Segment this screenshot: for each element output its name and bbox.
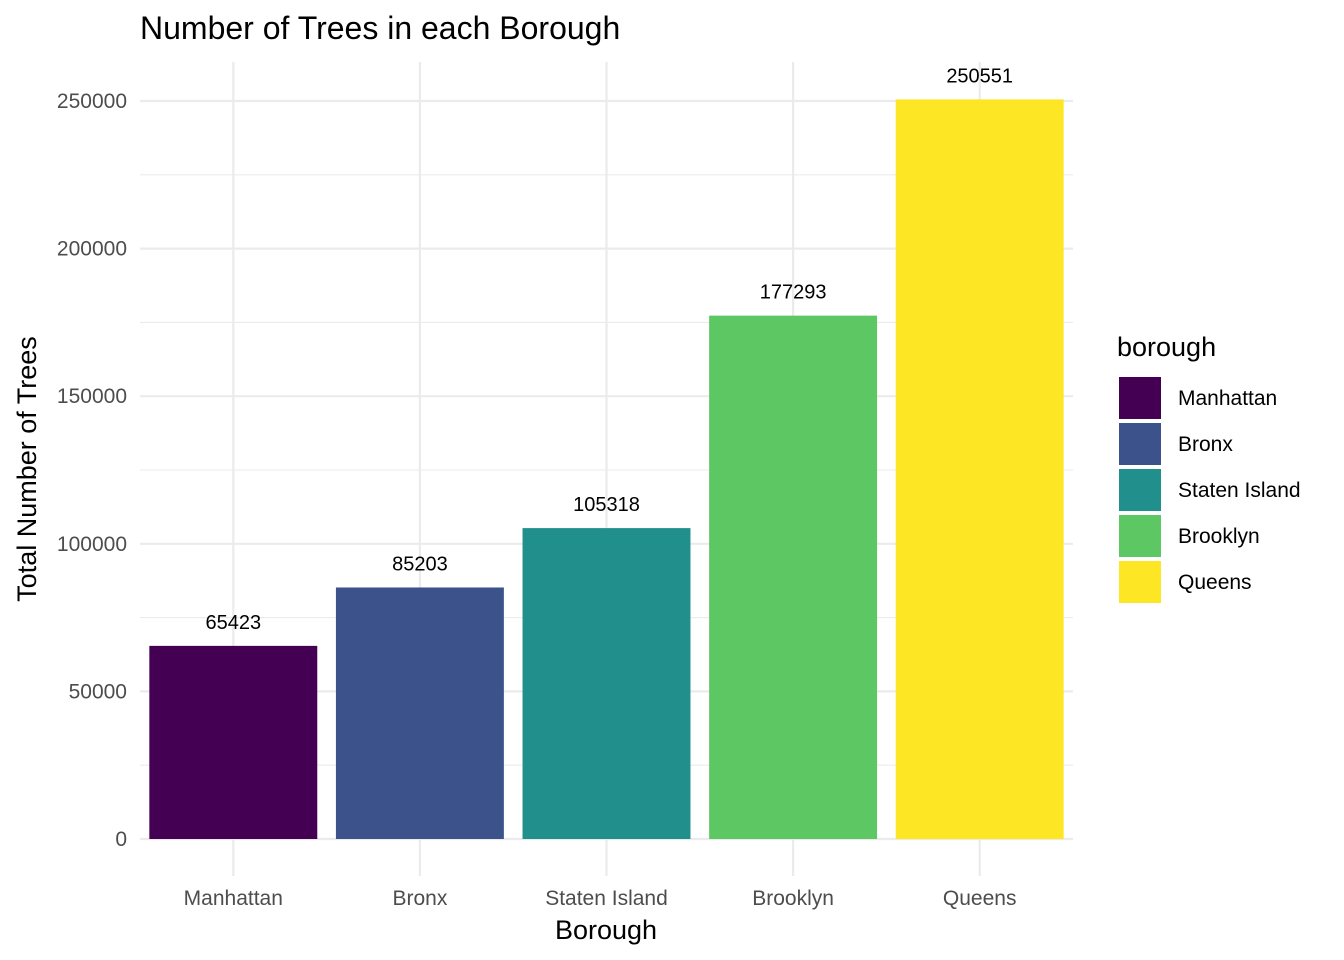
y-axis-title: Total Number of Trees xyxy=(12,336,42,602)
bar-manhattan xyxy=(149,645,318,839)
legend-label: Brooklyn xyxy=(1178,525,1260,548)
y-tick-label: 150000 xyxy=(57,385,127,408)
data-label: 250551 xyxy=(946,65,1013,87)
bar-staten-island xyxy=(522,528,691,839)
legend-entry: Bronx xyxy=(1119,423,1233,465)
legend-key xyxy=(1119,561,1161,603)
bar-queens xyxy=(895,99,1064,839)
legend-key xyxy=(1119,469,1161,511)
legend-entries: Manhattan Bronx Staten Island Brooklyn Queen… xyxy=(1119,377,1301,603)
legend: borough Manhattan Bronx Staten Island Brook… xyxy=(1117,332,1301,603)
legend-entry: Manhattan xyxy=(1119,377,1277,419)
x-axis-title: Borough xyxy=(555,915,657,945)
data-label: 85203 xyxy=(392,553,448,575)
legend-key xyxy=(1119,423,1161,465)
data-label: 105318 xyxy=(573,494,640,516)
x-axis-ticks: Manhattan Bronx Staten Island Brooklyn Queen… xyxy=(184,887,1017,910)
y-axis-ticks: 0 50000 100000 150000 200000 250000 xyxy=(57,90,127,851)
legend-entry: Staten Island xyxy=(1119,469,1301,511)
x-tick-label: Staten Island xyxy=(545,887,668,910)
chart-title: Number of Trees in each Borough xyxy=(140,10,620,46)
legend-entry: Queens xyxy=(1119,561,1252,603)
legend-title: borough xyxy=(1117,332,1216,362)
x-tick-label: Bronx xyxy=(392,887,447,910)
data-label: 177293 xyxy=(760,282,827,304)
bars-layer xyxy=(149,99,1064,839)
legend-key xyxy=(1119,515,1161,557)
y-tick-label: 250000 xyxy=(57,90,127,113)
bar-bronx xyxy=(335,587,504,839)
legend-entry: Brooklyn xyxy=(1119,515,1260,557)
data-labels-layer: 65423 85203 105318 177293 250551 xyxy=(205,65,1013,633)
y-tick-label: 100000 xyxy=(57,533,127,556)
y-tick-label: 200000 xyxy=(57,238,127,261)
data-label: 65423 xyxy=(205,612,261,634)
x-tick-label: Queens xyxy=(943,887,1017,910)
legend-label: Staten Island xyxy=(1178,479,1301,502)
legend-label: Queens xyxy=(1178,571,1252,594)
x-tick-label: Manhattan xyxy=(184,887,283,910)
y-tick-label: 0 xyxy=(115,828,127,851)
y-tick-label: 50000 xyxy=(69,680,127,703)
bar-brooklyn xyxy=(709,315,878,839)
x-tick-label: Brooklyn xyxy=(752,887,834,910)
legend-label: Manhattan xyxy=(1178,387,1277,410)
legend-label: Bronx xyxy=(1178,433,1233,456)
legend-key xyxy=(1119,377,1161,419)
